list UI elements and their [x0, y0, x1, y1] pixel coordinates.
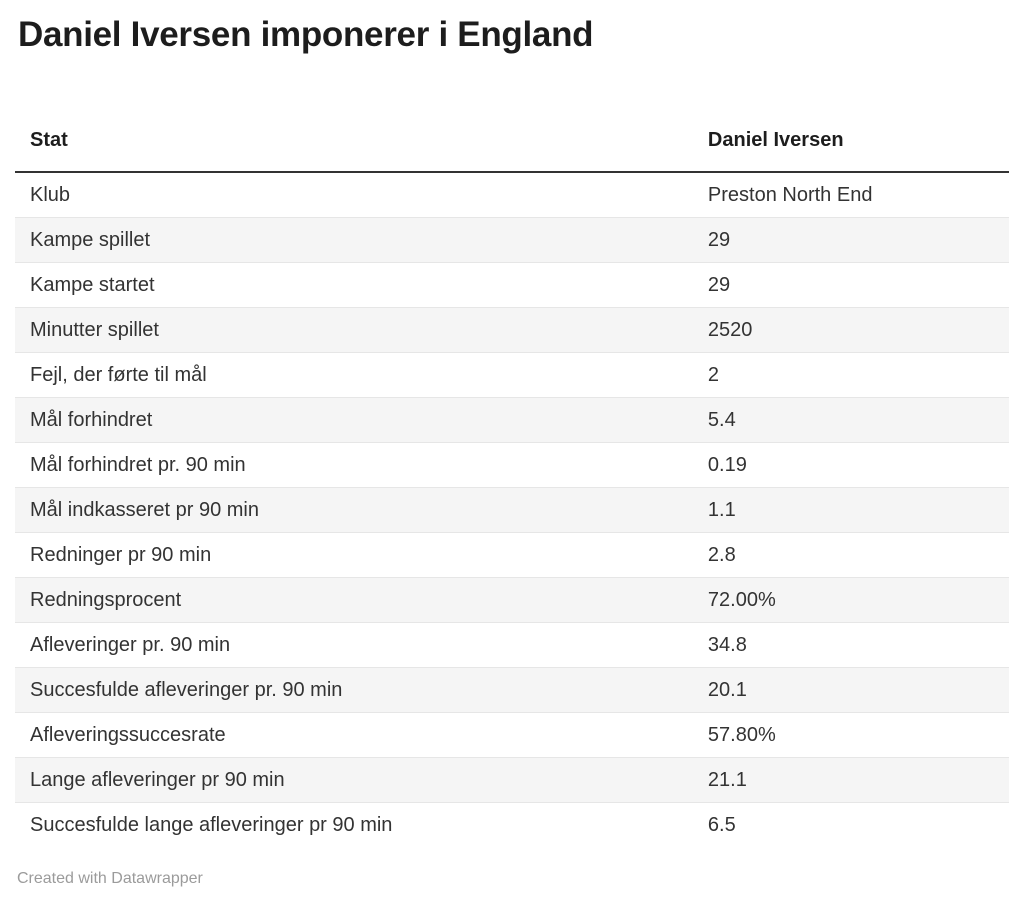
- table-row: Afleveringssuccesrate 57.80%: [15, 712, 1009, 758]
- credit-link[interactable]: Created with Datawrapper: [17, 870, 203, 887]
- value-cell: 57.80%: [692, 712, 1009, 758]
- table-row: Minutter spillet 2520: [15, 307, 1009, 353]
- value-cell: 2520: [692, 307, 1009, 353]
- stat-cell: Kampe spillet: [15, 217, 693, 263]
- value-cell: 72.00%: [692, 577, 1009, 623]
- stat-cell: Minutter spillet: [15, 307, 693, 353]
- value-cell: 6.5: [692, 802, 1009, 847]
- table-row: Mål forhindret pr. 90 min 0.19: [15, 442, 1009, 488]
- chart-title: Daniel Iversen imponerer i England: [18, 15, 594, 54]
- table-row: Redninger pr 90 min 2.8: [15, 532, 1009, 578]
- value-cell: 5.4: [692, 397, 1009, 443]
- column-header-stat: Stat: [15, 109, 693, 173]
- table-row: Fejl, der førte til mål 2: [15, 352, 1009, 398]
- stat-cell: Klub: [30, 184, 71, 206]
- stat-cell: Afleveringssuccesrate: [15, 712, 693, 758]
- table-row: Succesfulde lange afleveringer pr 90 min…: [15, 802, 1009, 847]
- table-row: Mål indkasseret pr 90 min 1.1: [15, 487, 1009, 533]
- table-body: Klub Preston North End Kampe spillet 29 Kamp…: [15, 172, 1009, 847]
- value-cell: 2.8: [692, 532, 1009, 578]
- value-cell: 1.1: [692, 487, 1009, 533]
- value-cell: Preston North End: [707, 184, 873, 206]
- table-row: Afleveringer pr. 90 min 34.8: [15, 622, 1009, 668]
- value-cell: 29: [692, 217, 1009, 263]
- stat-cell: Succesfulde afleveringer pr. 90 min: [15, 667, 693, 713]
- stat-cell: Afleveringer pr. 90 min: [15, 622, 693, 668]
- table-row: Lange afleveringer pr 90 min 21.1: [15, 757, 1009, 803]
- table-row: Kampe spillet 29: [15, 217, 1009, 263]
- value-cell: 0.19: [692, 442, 1009, 488]
- stat-cell: Succesfulde lange afleveringer pr 90 min: [15, 802, 693, 847]
- value-cell: 29: [692, 262, 1009, 308]
- column-header-player: Daniel Iversen: [692, 109, 1009, 173]
- stat-cell: Redningsprocent: [15, 577, 693, 623]
- value-cell: 34.8: [692, 622, 1009, 668]
- table-header-row: Stat Daniel Iversen: [15, 109, 1009, 173]
- stat-cell: Redninger pr 90 min: [15, 532, 693, 578]
- stat-cell: Fejl, der førte til mål: [15, 352, 693, 398]
- stat-cell: Mål forhindret: [15, 397, 693, 443]
- table-row: Succesfulde afleveringer pr. 90 min 20.1: [15, 667, 1009, 713]
- value-cell: 21.1: [692, 757, 1009, 803]
- table-row: Redningsprocent 72.00%: [15, 577, 1009, 623]
- value-cell: 2: [692, 352, 1009, 398]
- stat-cell: Mål forhindret pr. 90 min: [15, 442, 693, 488]
- stat-cell: Kampe startet: [15, 262, 693, 308]
- stats-table: Stat Daniel Iversen Klub Preston North En…: [15, 109, 1009, 847]
- table-row: Mål forhindret 5.4: [15, 397, 1009, 443]
- table-row: Kampe startet 29: [15, 262, 1009, 308]
- stat-cell: Mål indkasseret pr 90 min: [15, 487, 693, 533]
- stat-cell: Lange afleveringer pr 90 min: [15, 757, 693, 803]
- table-row: Klub Preston North End: [15, 172, 1009, 218]
- value-cell: 20.1: [692, 667, 1009, 713]
